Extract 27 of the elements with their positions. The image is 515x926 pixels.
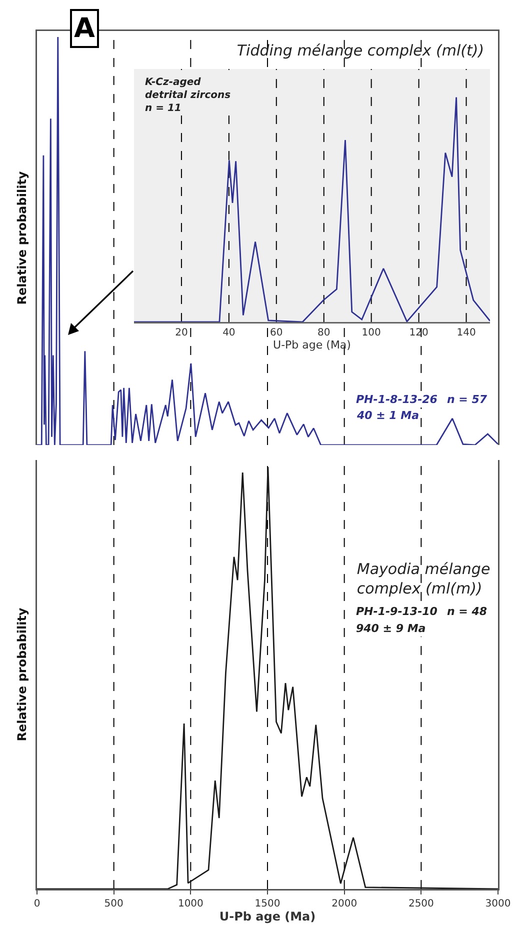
- annotation: PH-1-8-13-26: [356, 393, 438, 406]
- x-tick-label: 140: [456, 328, 476, 338]
- x-tick-label: 2000: [332, 898, 358, 910]
- annotation: n = 48: [447, 605, 488, 618]
- x-axis-title: U-Pb age (Ma): [273, 338, 351, 352]
- chart-title: Tidding mélange complex (ml(t)): [236, 41, 484, 60]
- x-tick-label: 3000: [485, 898, 511, 910]
- x-axis-title: U-Pb age (Ma): [219, 910, 316, 924]
- x-tick-label: 1000: [178, 898, 204, 910]
- text: Mayodia mélange complex (ml(m)): [356, 560, 490, 598]
- x-tick-label: 1500: [254, 898, 280, 910]
- x-tick-label: 40: [222, 328, 236, 338]
- x-tick-label: 80: [318, 328, 330, 338]
- annotation: 940 ± 9 Ma: [356, 622, 426, 635]
- annotation: K-Cz-aged detrital zircons n = 11: [145, 77, 231, 114]
- y-axis-title: Relative probability: [15, 171, 30, 305]
- x-tick-label: 500: [104, 898, 124, 910]
- x-tick-label: 20: [175, 328, 188, 338]
- x-tick-label: 2500: [408, 898, 434, 910]
- y-axis-title: Relative probability: [15, 608, 30, 742]
- x-tick-label: 0: [34, 898, 40, 910]
- annotation: n = 57: [447, 393, 488, 406]
- x-tick-label: 100: [362, 328, 381, 338]
- annotation: PH-1-9-13-10: [356, 605, 438, 618]
- x-tick-label: 60: [270, 328, 283, 338]
- annotation: A: [74, 13, 95, 44]
- annotation: 40 ± 1 Ma: [356, 409, 420, 422]
